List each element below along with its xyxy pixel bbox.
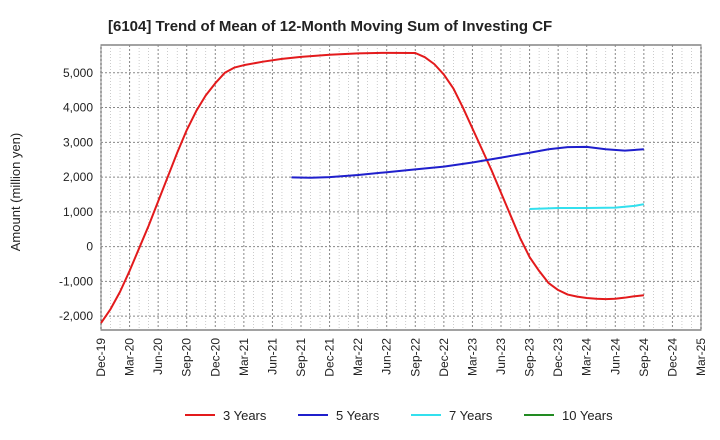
x-tick-label: Mar-20 (123, 338, 137, 376)
y-tick-label: 0 (86, 240, 93, 254)
legend-label: 10 Years (562, 408, 613, 423)
x-tick-label: Sep-21 (294, 338, 308, 377)
y-tick-label: 3,000 (63, 135, 93, 149)
plot-frame (100, 44, 702, 331)
series-line-3-years (100, 51, 644, 324)
y-tick-label: -1,000 (59, 274, 93, 288)
y-tick-label: 4,000 (63, 101, 93, 115)
series-line-5-years (291, 145, 644, 179)
series-line-7-years (529, 203, 645, 211)
legend: 3 Years 5 Years 7 Years 10 Years (185, 408, 613, 423)
x-tick-label: Sep-23 (523, 338, 537, 377)
x-tick-label: Jun-21 (265, 338, 279, 375)
x-tick-label: Dec-22 (437, 338, 451, 377)
x-tick-label: Mar-25 (694, 338, 708, 376)
x-tick-label: Dec-23 (551, 338, 565, 377)
x-tick-label: Jun-24 (608, 338, 622, 375)
x-tick-label: Mar-24 (580, 338, 594, 376)
x-tick-label: Sep-24 (637, 338, 651, 377)
y-tick-label: 5,000 (63, 66, 93, 80)
x-tick-label: Mar-23 (465, 338, 479, 376)
x-tick-label: Dec-21 (323, 338, 337, 377)
chart-title: [6104] Trend of Mean of 12-Month Moving … (108, 18, 552, 35)
x-axis: Dec-19 Mar-20 Jun-20 Sep-20 Dec-20 Mar-21 Jun-… (94, 338, 708, 377)
x-tick-label: Sep-22 (408, 338, 422, 377)
x-tick-label: Jun-23 (494, 338, 508, 375)
x-tick-label: Dec-20 (208, 338, 222, 377)
y-axis-label: Amount (million yen) (8, 133, 23, 252)
y-tick-label: 1,000 (63, 205, 93, 219)
x-tick-label: Mar-21 (237, 338, 251, 376)
legend-label: 3 Years (223, 408, 267, 423)
y-tick-label: -2,000 (59, 309, 93, 323)
x-tick-label: Dec-24 (665, 338, 679, 377)
x-tick-label: Dec-19 (94, 338, 108, 377)
y-tick-label: 2,000 (63, 170, 93, 184)
plot-area (100, 44, 702, 331)
x-tick-label: Sep-20 (180, 338, 194, 377)
grid (100, 45, 702, 330)
series-lines (100, 51, 645, 324)
y-axis: 5,000 4,000 3,000 2,000 1,000 0 -1,000 -2,000 (59, 66, 93, 323)
x-tick-label: Jun-22 (380, 338, 394, 375)
x-tick-label: Jun-20 (151, 338, 165, 375)
legend-label: 7 Years (449, 408, 493, 423)
x-tick-label: Mar-22 (351, 338, 365, 376)
legend-label: 5 Years (336, 408, 380, 423)
